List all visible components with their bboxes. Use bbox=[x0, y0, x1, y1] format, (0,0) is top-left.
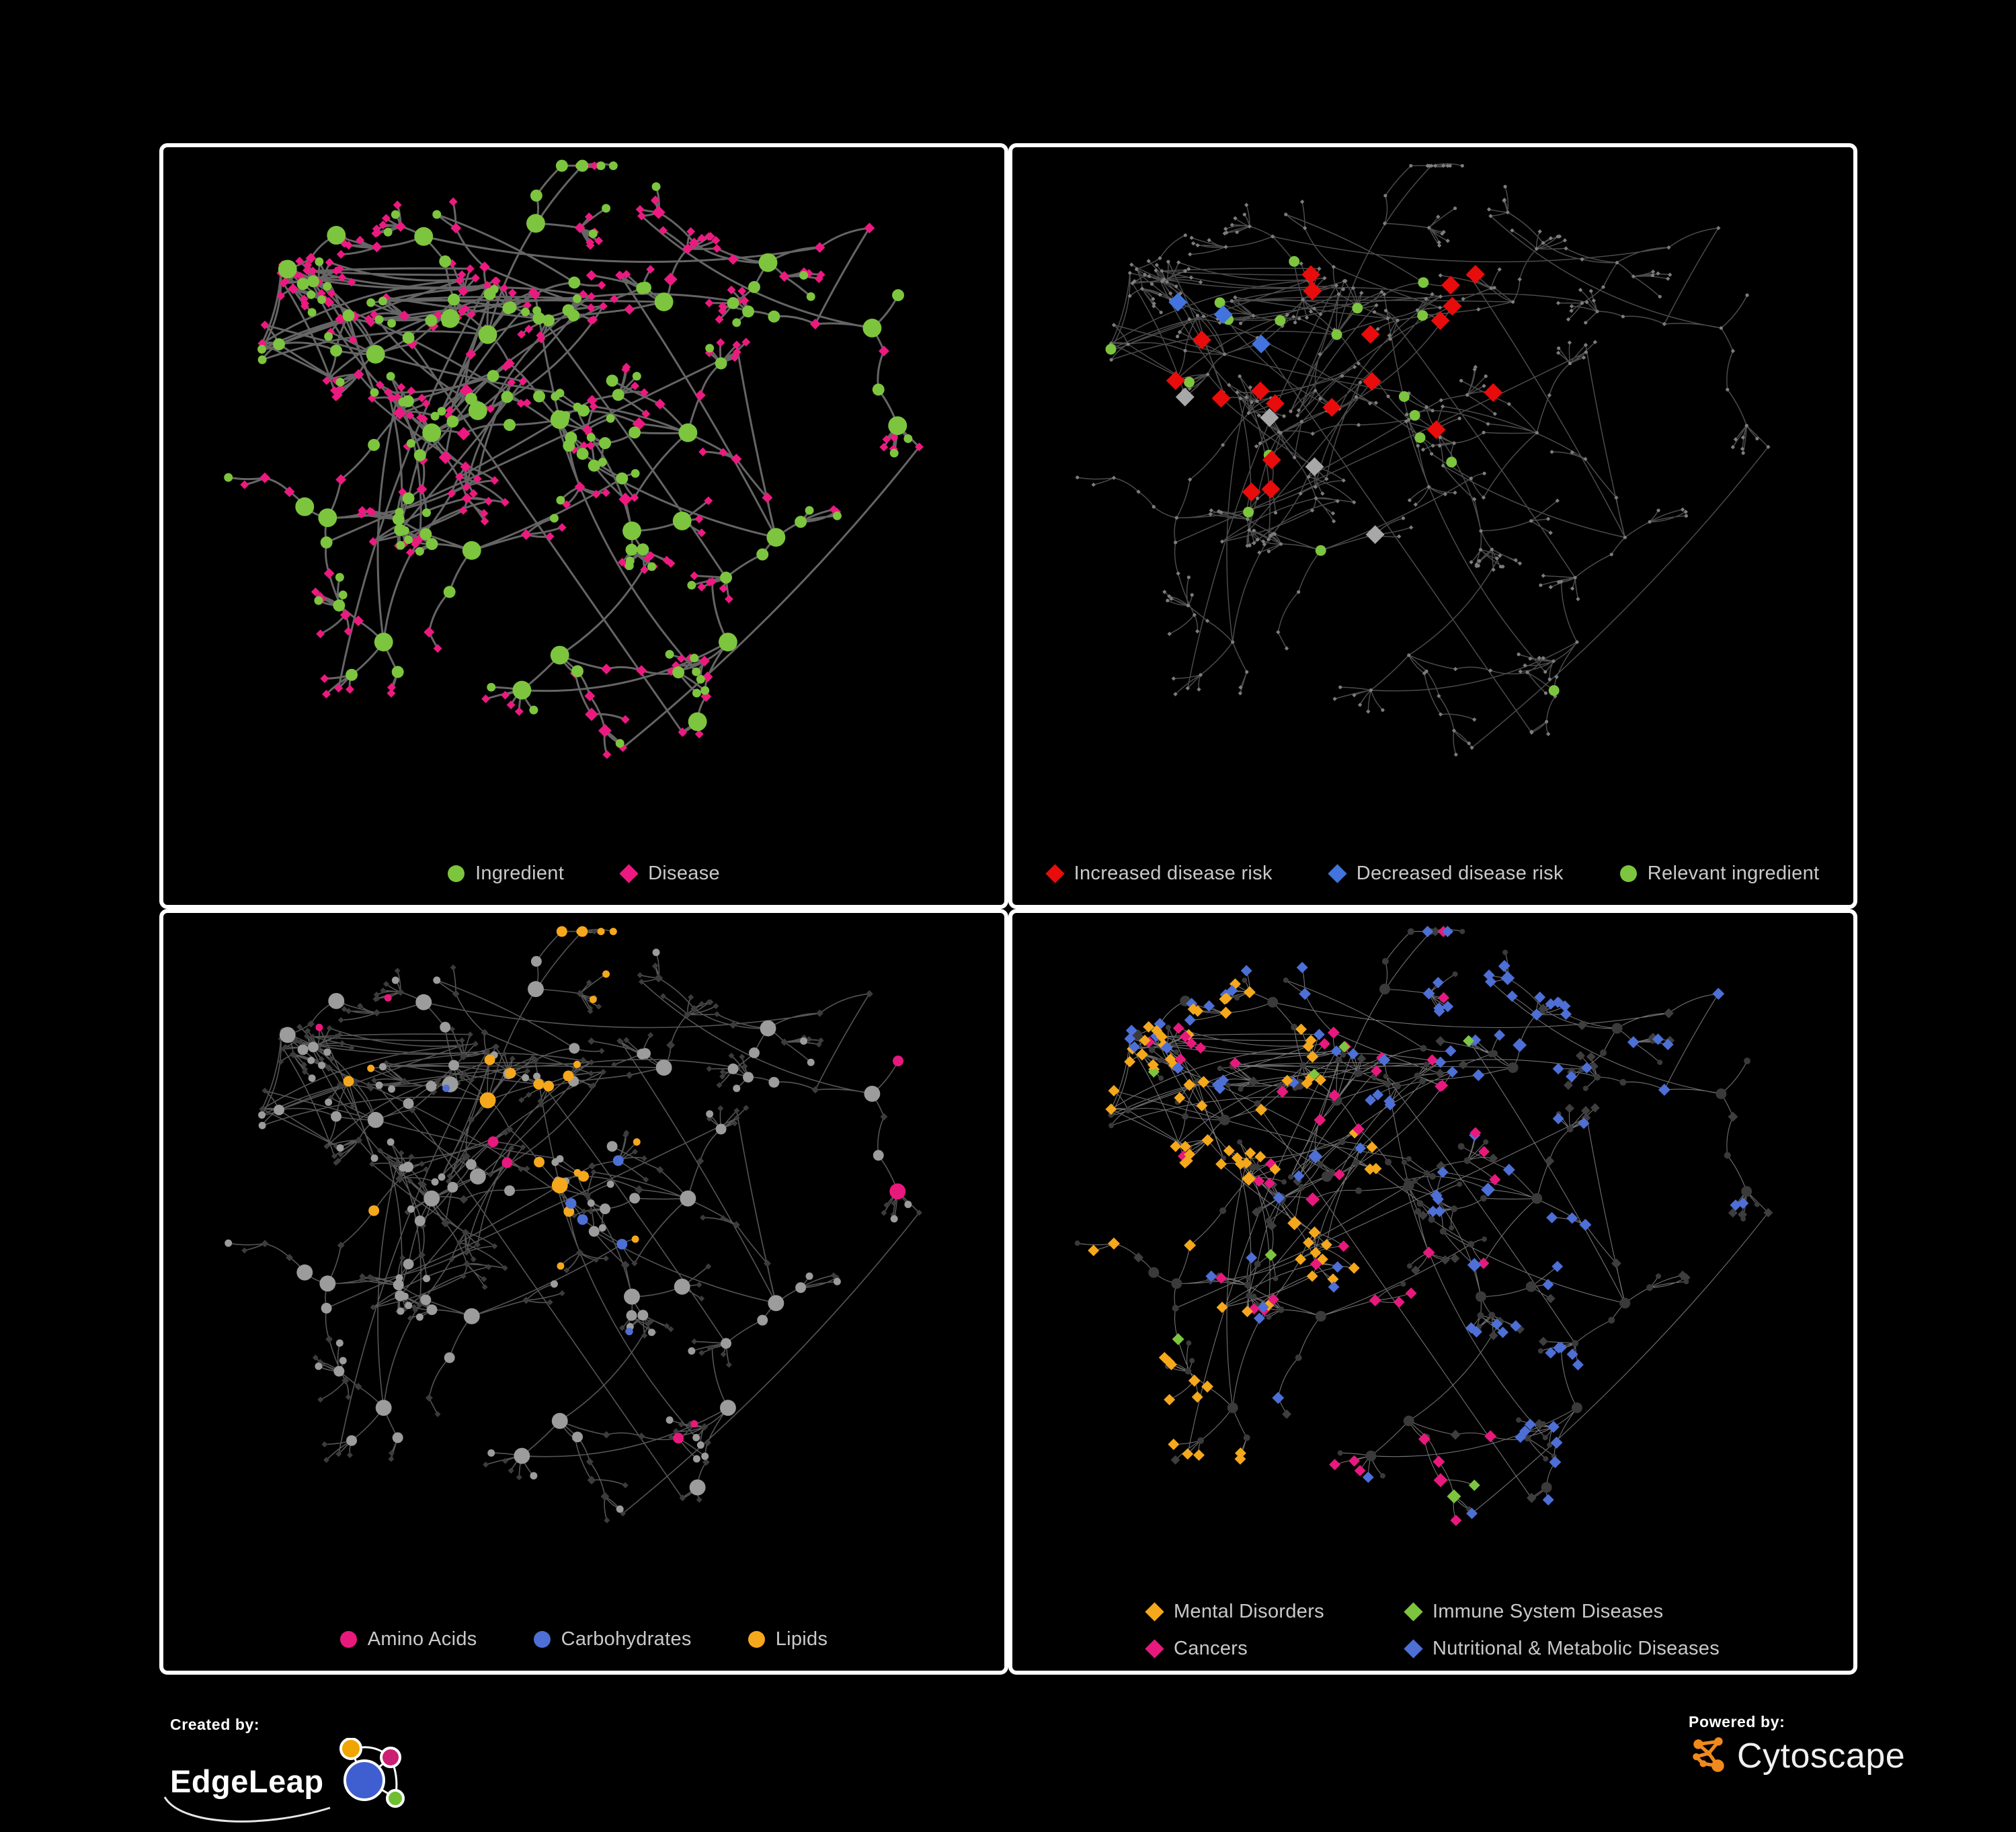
legend-label: Relevant ingredient bbox=[1647, 863, 1820, 884]
edgeleap-network-icon bbox=[339, 1738, 405, 1808]
network-graph-ingredient-disease bbox=[224, 159, 924, 759]
created-by-label: Created by: bbox=[170, 1716, 260, 1733]
legend-label: Mental Disorders bbox=[1173, 1601, 1324, 1622]
powered-by-block: Powered by: Cytoscape bbox=[1689, 1713, 1905, 1777]
panel-grid: Ingredient Disease Increased disease risk… bbox=[159, 143, 1857, 1675]
legend-marker-diamond-icon bbox=[1145, 1602, 1164, 1622]
legend-item: Immune System Diseases bbox=[1404, 1601, 1720, 1623]
legend-item: Lipids bbox=[748, 1628, 828, 1650]
legend-item: Decreased disease risk bbox=[1328, 863, 1564, 885]
legend-marker-circle-icon bbox=[1619, 865, 1637, 882]
legend-marker-circle-icon bbox=[533, 1631, 551, 1648]
legend-label: Immune System Diseases bbox=[1432, 1601, 1664, 1622]
created-by-block: Created by: EdgeLeap bbox=[163, 1716, 409, 1823]
legend-disease-risk: Increased disease risk Decreased disease … bbox=[1012, 863, 1853, 885]
network-graph-disease-risk bbox=[1076, 163, 1771, 757]
cytoscape-wordmark: Cytoscape bbox=[1737, 1737, 1906, 1776]
legend-marker-diamond-icon bbox=[619, 864, 639, 883]
legend-label: Disease bbox=[648, 863, 720, 884]
legend-label: Carbohydrates bbox=[561, 1628, 692, 1650]
legend-marker-diamond-icon bbox=[1045, 864, 1065, 883]
panel-disease-risk: Increased disease risk Decreased disease … bbox=[1008, 143, 1857, 909]
legend-marker-diamond-icon bbox=[1404, 1639, 1423, 1659]
panel-disease-categories: Mental Disorders Immune System Diseases Ca… bbox=[1008, 909, 1857, 1675]
legend-disease-categories: Mental Disorders Immune System Diseases Ca… bbox=[1012, 1601, 1853, 1660]
legend-item: Increased disease risk bbox=[1045, 863, 1273, 885]
panel-ingredient-disease: Ingredient Disease bbox=[159, 143, 1008, 909]
edgeleap-logo: EdgeLeap bbox=[163, 1738, 409, 1823]
panel-nutrient-classes: Amino Acids Carbohydrates Lipids bbox=[159, 909, 1008, 1675]
legend-marker-circle-icon bbox=[448, 865, 465, 882]
legend-label: Increased disease risk bbox=[1074, 863, 1273, 884]
legend-label: Nutritional & Metabolic Diseases bbox=[1432, 1638, 1720, 1659]
legend-item: Mental Disorders bbox=[1145, 1601, 1324, 1623]
network-graph-nutrient-classes bbox=[225, 926, 922, 1523]
cytoscape-icon bbox=[1693, 1737, 1724, 1772]
legend-marker-diamond-icon bbox=[1404, 1602, 1423, 1622]
legend-ingredient-disease: Ingredient Disease bbox=[163, 863, 1004, 885]
legend-label: Cancers bbox=[1173, 1638, 1248, 1659]
powered-by-label: Powered by: bbox=[1689, 1713, 1785, 1730]
legend-label: Amino Acids bbox=[367, 1628, 477, 1650]
legend-item: Nutritional & Metabolic Diseases bbox=[1404, 1638, 1720, 1660]
legend-label: Lipids bbox=[775, 1628, 828, 1650]
legend-marker-diamond-icon bbox=[1328, 864, 1347, 883]
legend-marker-circle-icon bbox=[339, 1631, 357, 1648]
legend-label: Decreased disease risk bbox=[1356, 863, 1564, 884]
legend-marker-diamond-icon bbox=[1145, 1639, 1164, 1659]
legend-item: Carbohydrates bbox=[533, 1628, 692, 1650]
legend-item: Amino Acids bbox=[339, 1628, 477, 1650]
network-graph-disease-categories bbox=[1074, 926, 1773, 1526]
edgeleap-wordmark: EdgeLeap bbox=[170, 1763, 324, 1799]
legend-label: Ingredient bbox=[475, 863, 565, 884]
legend-marker-circle-icon bbox=[748, 1631, 765, 1648]
legend-item: Relevant ingredient bbox=[1619, 863, 1820, 885]
legend-nutrient-classes: Amino Acids Carbohydrates Lipids bbox=[163, 1628, 1004, 1650]
legend-item: Ingredient bbox=[448, 863, 564, 885]
legend-item: Disease bbox=[619, 863, 720, 885]
legend-item: Cancers bbox=[1145, 1638, 1324, 1660]
cytoscape-logo: Cytoscape bbox=[1689, 1735, 1905, 1777]
